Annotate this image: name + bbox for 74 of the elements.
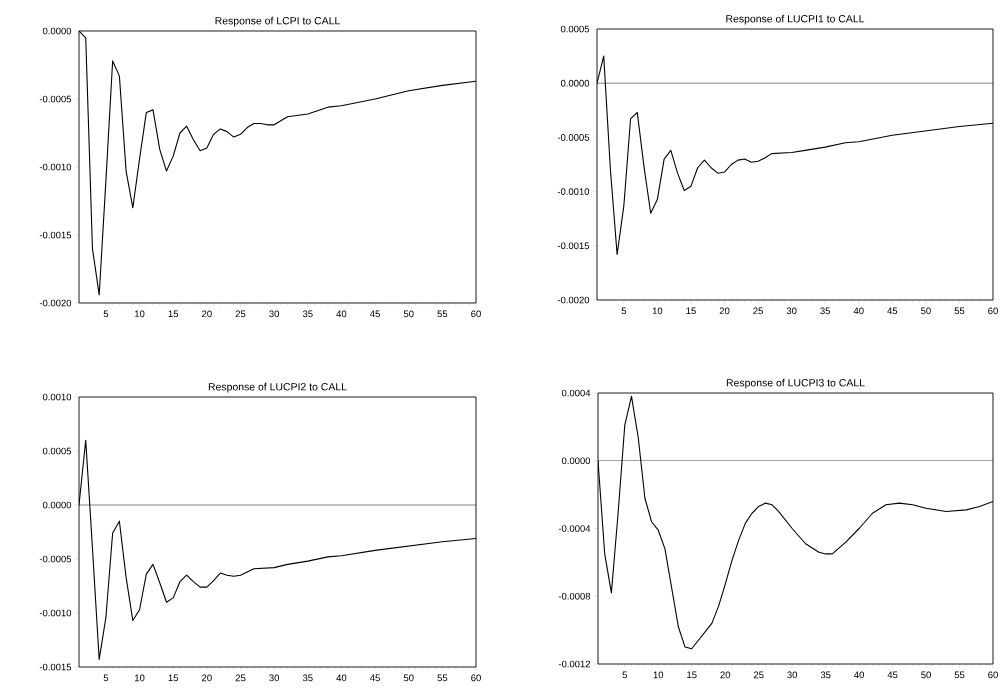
x-tick-label: 25 [235, 310, 246, 318]
x-tick-label: 45 [887, 671, 898, 679]
x-tick-label: 30 [269, 310, 280, 318]
x-tick-label: 55 [437, 674, 448, 682]
x-tick-label: 25 [753, 671, 764, 679]
x-tick-label: 20 [202, 310, 212, 318]
x-tick-label: 45 [370, 674, 380, 682]
x-tick-label: 10 [135, 310, 145, 318]
x-tick-label: 5 [103, 310, 109, 318]
x-tick-label: 40 [336, 674, 347, 682]
y-tick-label: 0.0010 [42, 393, 72, 401]
y-tick-label: 0.0005 [560, 25, 590, 33]
x-tick-label: 60 [471, 310, 481, 318]
x-tick-label: 25 [753, 307, 763, 315]
chart-title: Response of LUCPI1 to CALL [726, 14, 865, 25]
x-tick-label: 60 [988, 671, 998, 679]
y-tick-label: -0.0012 [558, 660, 591, 668]
x-tick-label: 25 [235, 674, 246, 682]
x-tick-label: 5 [103, 674, 109, 682]
x-tick-label: 60 [988, 307, 998, 315]
x-tick-label: 10 [652, 307, 663, 315]
y-tick-label: -0.0015 [39, 663, 72, 671]
x-tick-label: 30 [786, 307, 797, 315]
y-tick-label: 0.0004 [561, 389, 591, 397]
y-tick-label: 0.0005 [42, 447, 72, 455]
x-tick-label: 10 [135, 674, 145, 682]
x-tick-label: 15 [687, 671, 697, 679]
y-tick-label: 0.0000 [560, 79, 590, 87]
x-tick-label: 45 [370, 310, 380, 318]
x-tick-label: 15 [168, 310, 179, 318]
x-tick-label: 20 [719, 307, 730, 315]
chart-title: Response of LCPI to CALL [215, 16, 340, 27]
y-tick-label: 0.0000 [42, 27, 72, 35]
x-tick-label: 55 [954, 307, 965, 315]
x-tick-label: 30 [269, 674, 280, 682]
y-tick-label: -0.0005 [39, 95, 72, 103]
x-tick-label: 55 [437, 310, 448, 318]
x-tick-label: 40 [336, 310, 347, 318]
x-tick-label: 45 [887, 307, 898, 315]
x-tick-label: 30 [787, 671, 798, 679]
x-tick-label: 50 [921, 671, 931, 679]
x-tick-label: 20 [720, 671, 731, 679]
y-tick-label: -0.0005 [39, 555, 72, 563]
y-tick-label: -0.0010 [39, 609, 72, 617]
y-tick-label: -0.0010 [557, 188, 590, 195]
x-tick-label: 50 [403, 310, 414, 318]
x-tick-label: 35 [820, 671, 831, 679]
y-tick-label: -0.0015 [39, 231, 72, 239]
y-tick-label: 0.0000 [561, 457, 591, 465]
x-tick-label: 35 [302, 310, 313, 318]
x-tick-label: 50 [921, 307, 931, 315]
y-tick-label: -0.0008 [558, 592, 591, 600]
x-tick-label: 35 [820, 307, 831, 315]
chart-title: Response of LUCPI3 to CALL [726, 378, 865, 389]
x-tick-label: 15 [686, 307, 696, 315]
y-tick-label: -0.0004 [558, 525, 591, 532]
x-tick-label: 50 [403, 674, 414, 682]
x-tick-label: 40 [853, 307, 864, 315]
y-tick-label: -0.0010 [39, 163, 72, 171]
y-tick-label: -0.0020 [39, 299, 72, 307]
x-tick-label: 15 [168, 674, 179, 682]
y-tick-label: -0.0020 [557, 296, 590, 304]
x-tick-label: 35 [302, 674, 313, 682]
x-tick-label: 40 [854, 671, 864, 679]
x-tick-label: 55 [954, 671, 965, 679]
x-tick-label: 5 [622, 671, 628, 679]
x-tick-label: 10 [653, 671, 664, 679]
x-tick-label: 5 [621, 307, 627, 315]
y-tick-label: 0.0000 [42, 501, 72, 509]
x-tick-label: 20 [202, 674, 212, 682]
x-tick-label: 60 [471, 674, 481, 682]
y-tick-label: -0.0015 [557, 242, 590, 250]
y-tick-label: -0.0005 [557, 134, 590, 141]
chart-title: Response of LUCPI2 to CALL [208, 382, 347, 393]
